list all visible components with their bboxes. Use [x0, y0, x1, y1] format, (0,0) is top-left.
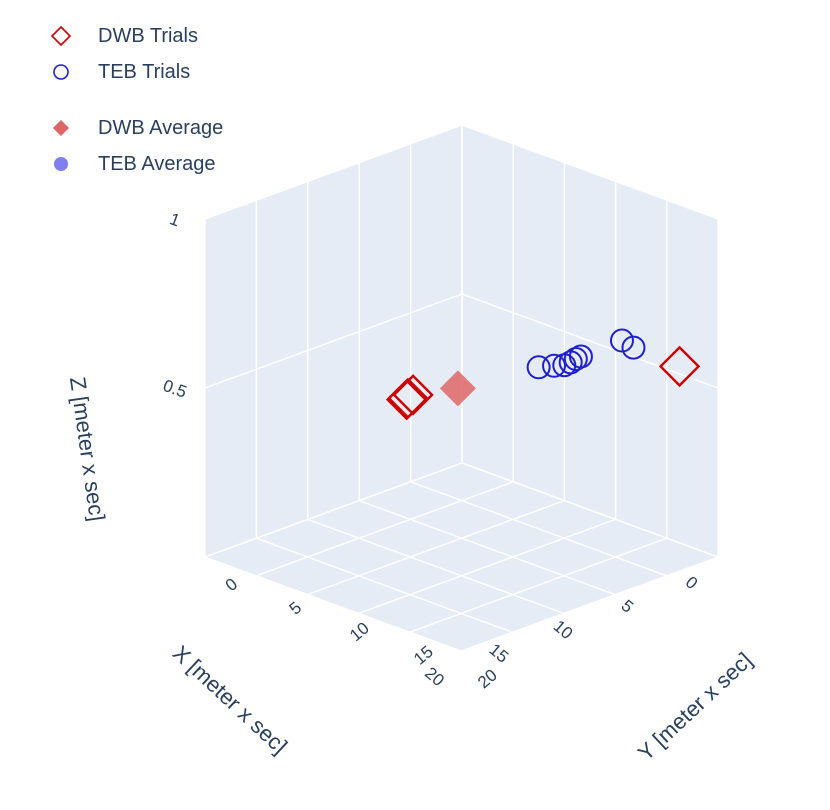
floor-gridline-y — [409, 537, 668, 633]
legend: DWB Trials TEB Trials DWB Average TEB Av… — [44, 18, 223, 182]
z-axis-title: Z [meter x sec] — [65, 375, 110, 523]
filled-circle-icon — [44, 152, 78, 176]
legend-item-teb-average[interactable]: TEB Average — [44, 146, 223, 182]
floor-gridline-y — [460, 556, 719, 652]
y-tick-label: 10 — [346, 618, 373, 645]
z-tick-label: 0.5 — [161, 376, 190, 402]
x-tick-label: 10 — [550, 616, 577, 643]
dwb-average-marker — [439, 370, 476, 407]
wall-gridline-z — [461, 124, 719, 220]
dwb-trials-marker — [392, 374, 434, 416]
legend-label: TEB Average — [98, 152, 216, 175]
wall-gridline-z — [204, 124, 463, 220]
legend-label: TEB Trials — [98, 60, 191, 83]
legend-item-teb-trials[interactable]: TEB Trials — [44, 54, 223, 90]
gridlines — [204, 124, 719, 652]
dwb-trials-marker — [658, 345, 701, 388]
teb-trials-marker — [542, 353, 567, 378]
legend-label: DWB Trials — [98, 24, 198, 47]
y-tick-label: 5 — [286, 598, 305, 619]
legend-label: DWB Average — [98, 116, 224, 139]
teb-trials-marker — [568, 344, 593, 369]
teb-trials-marker — [609, 328, 634, 353]
y-axis-title: Y [meter x sec] — [633, 647, 757, 765]
floor-gridline-y — [358, 518, 616, 615]
floor-gridline-x — [204, 556, 462, 652]
floor-gridline-x — [410, 481, 667, 577]
x-tick-label: 15 — [485, 640, 512, 667]
teb-trials-marker — [621, 335, 646, 360]
floor-gridline-y — [255, 481, 514, 577]
wall-gridline-z — [204, 293, 463, 389]
floor-gridline-x — [307, 518, 565, 615]
floor-gridline-x — [358, 499, 616, 596]
wall-gridline-z — [204, 462, 463, 558]
teb-trials-marker — [563, 346, 588, 371]
filled-diamond-icon — [44, 116, 78, 140]
y-tick-label: 0 — [222, 574, 241, 595]
open-diamond-icon — [44, 24, 78, 48]
floor-gridline-y — [307, 499, 565, 596]
teb-trials-marker — [526, 355, 551, 380]
open-circle-icon — [44, 60, 78, 84]
wall-gridline-z — [461, 293, 719, 389]
data-markers — [385, 328, 701, 421]
legend-item-dwb-average[interactable]: DWB Average — [44, 110, 223, 146]
x-tick-label: 5 — [618, 596, 637, 617]
legend-item-dwb-trials[interactable]: DWB Trials — [44, 18, 223, 54]
x-tick-label: 20 — [421, 663, 448, 690]
wall-gridline-z — [461, 462, 719, 558]
z-tick-label: 1 — [167, 209, 182, 230]
floor-gridline-x — [256, 537, 513, 633]
x-tick-label: 0 — [682, 572, 701, 593]
y-tick-label: 20 — [474, 665, 501, 692]
x-axis-title: X [meter x sec] — [168, 640, 292, 758]
